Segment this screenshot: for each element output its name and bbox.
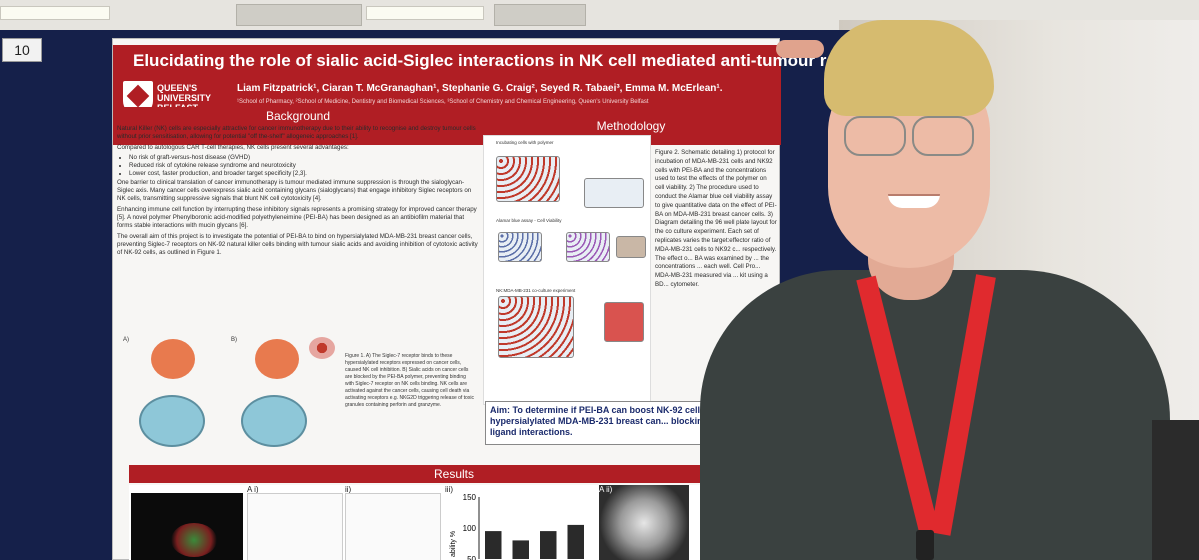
figure-label-b: B) bbox=[231, 337, 237, 343]
nk-cell-icon bbox=[241, 395, 307, 447]
presenter bbox=[700, 20, 1199, 560]
chair bbox=[1152, 420, 1199, 560]
figure-1-diagram: A) B) bbox=[123, 331, 353, 447]
section-background-header: Background bbox=[117, 107, 479, 125]
background-paragraph: Compared to autologous CAR T-cell therap… bbox=[117, 143, 349, 151]
section-methodology-header: Methodology bbox=[485, 117, 777, 135]
list-item: Lower cost, faster production, and broad… bbox=[129, 170, 479, 178]
background-paragraph: Enhancing immune cell function by interr… bbox=[117, 205, 477, 230]
flow-cytometer-icon bbox=[604, 302, 644, 342]
background-paragraph: The overall aim of this project is to in… bbox=[117, 232, 478, 257]
y-axis-label: ability % bbox=[450, 531, 457, 557]
method-step-label: NK:MDA-MB-231 co-culture experiment bbox=[496, 288, 576, 293]
bar bbox=[567, 524, 584, 559]
y-tick-label: 150 bbox=[463, 493, 477, 502]
well-plate-icon bbox=[496, 156, 560, 202]
bar bbox=[485, 531, 502, 559]
background-paragraph: One barrier to clinical translation of c… bbox=[117, 178, 472, 203]
ceiling-light bbox=[0, 6, 110, 20]
presenter-hand bbox=[776, 40, 824, 58]
poster-authors: Liam Fitzpatrick¹, Ciaran T. McGranaghan… bbox=[237, 83, 723, 94]
results-panel: A i) ii) iii) 150 100 50 ability % A ii) bbox=[129, 485, 779, 560]
fluorescent-cell bbox=[171, 523, 217, 557]
advantages-list: No risk of graft-versus-host disease (GV… bbox=[129, 154, 479, 179]
figure-label-a: A) bbox=[123, 337, 129, 343]
well-plate-icon bbox=[566, 232, 610, 262]
methodology-figure: Incubating cells with polymer Alamar blu… bbox=[483, 135, 651, 405]
bar bbox=[540, 531, 557, 559]
poster-title: Elucidating the role of sialic acid-Sigl… bbox=[133, 51, 905, 70]
panel-label: ii) bbox=[345, 485, 352, 494]
poster-header: Elucidating the role of sialic acid-Sigl… bbox=[113, 45, 905, 145]
flow-plot bbox=[247, 493, 343, 560]
background-paragraph: Natural Killer (NK) cells are especially… bbox=[117, 125, 476, 141]
panel-label: iii) bbox=[445, 485, 453, 494]
plate-reader-icon bbox=[616, 236, 646, 258]
microscopy-image bbox=[599, 485, 689, 560]
ceiling-vent bbox=[236, 4, 362, 26]
cancer-cell-icon bbox=[151, 339, 195, 379]
well-plate-icon bbox=[498, 232, 542, 262]
background-text: Natural Killer (NK) cells are especially… bbox=[117, 125, 479, 259]
glasses-icon bbox=[844, 116, 906, 156]
lanyard-clip bbox=[916, 530, 934, 560]
poster-affiliations: ¹School of Pharmacy, ²School of Medicine… bbox=[237, 99, 649, 105]
figure-2-caption: Figure 2. Schematic detailing 1) protoco… bbox=[655, 149, 777, 288]
cancer-cell-icon bbox=[255, 339, 299, 379]
method-step-label: Incubating cells with polymer bbox=[496, 140, 554, 145]
list-item: No risk of graft-versus-host disease (GV… bbox=[129, 154, 479, 162]
presenter-hair bbox=[824, 20, 994, 116]
ceiling-light bbox=[366, 6, 484, 20]
board-number: 10 bbox=[2, 38, 42, 62]
polymer-icon bbox=[309, 337, 335, 359]
viability-bar-chart: 150 100 50 ability % bbox=[450, 493, 584, 560]
bar bbox=[512, 540, 529, 559]
method-step-label: Alamar blue assay - Cell Viability bbox=[496, 218, 562, 223]
list-item: Reduced risk of cytokine release syndrom… bbox=[129, 162, 479, 170]
research-poster: Elucidating the role of sialic acid-Sigl… bbox=[112, 38, 905, 560]
panel-label: A ii) bbox=[599, 485, 613, 494]
glasses-icon bbox=[912, 116, 974, 156]
nk-cell-icon bbox=[139, 395, 205, 447]
fluorescence-image bbox=[131, 493, 243, 560]
flow-plot bbox=[345, 493, 441, 560]
section-results-header: Results bbox=[129, 465, 779, 483]
figure-1-caption: Figure 1. A) The Siglec-7 receptor binds… bbox=[345, 353, 474, 408]
y-tick-label: 100 bbox=[463, 524, 477, 533]
ceiling-vent bbox=[494, 4, 586, 26]
tube-rack-icon bbox=[584, 178, 644, 208]
panel-label: A i) bbox=[247, 485, 259, 494]
presenter-smile bbox=[888, 194, 940, 208]
well-plate-icon bbox=[498, 296, 574, 358]
y-tick-label: 50 bbox=[467, 555, 476, 560]
